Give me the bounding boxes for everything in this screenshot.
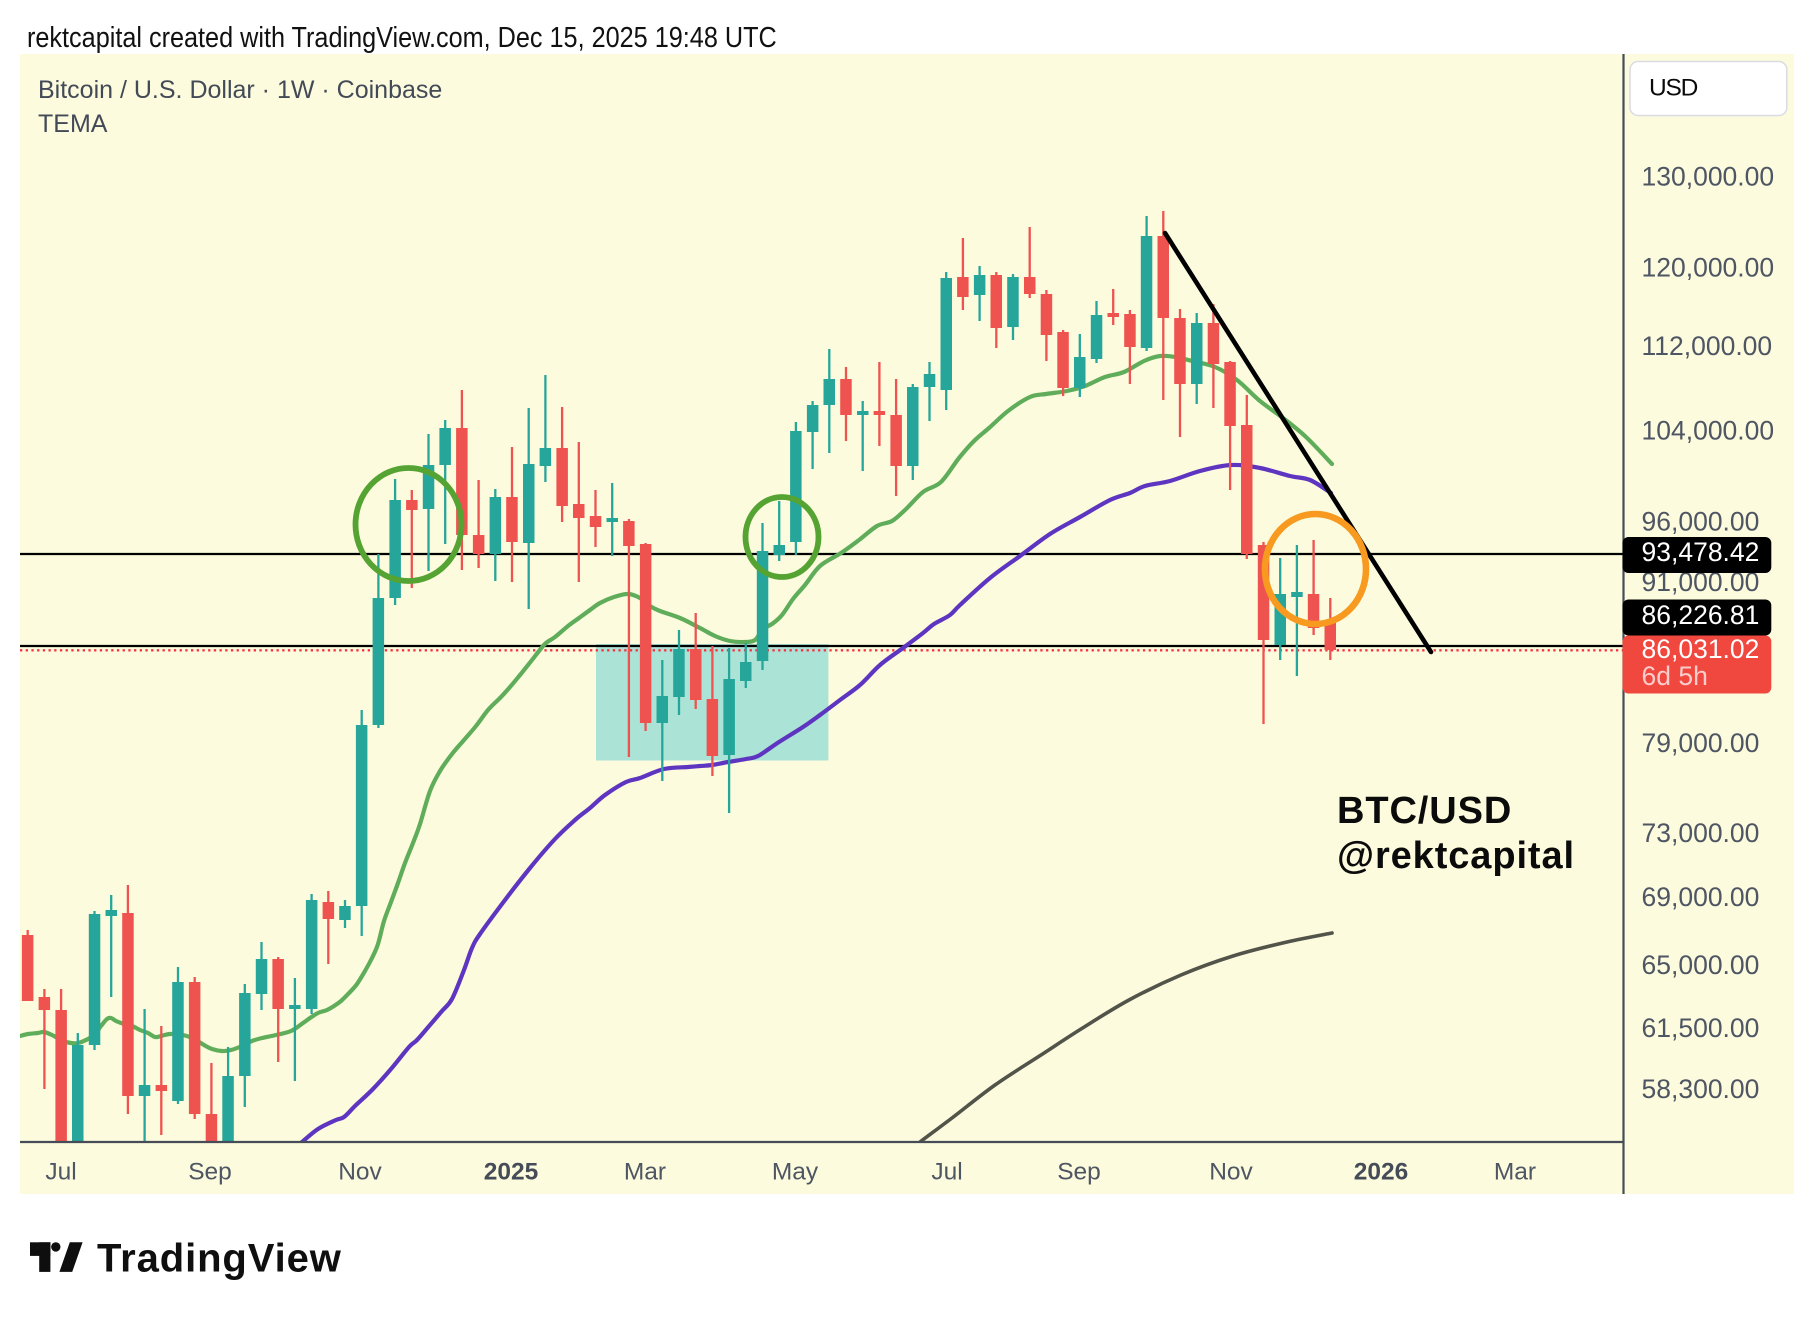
svg-text:65,000.00: 65,000.00 <box>1642 950 1760 980</box>
svg-text:79,000.00: 79,000.00 <box>1642 728 1760 758</box>
svg-text:120,000.00: 120,000.00 <box>1642 253 1775 283</box>
svg-text:May: May <box>772 1159 819 1186</box>
svg-text:TradingView: TradingView <box>97 1237 342 1281</box>
svg-text:Jul: Jul <box>45 1159 76 1186</box>
svg-text:Nov: Nov <box>1209 1159 1253 1186</box>
svg-text:93,478.42: 93,478.42 <box>1642 537 1760 567</box>
svg-text:86,031.02: 86,031.02 <box>1642 634 1760 664</box>
svg-text:6d 5h: 6d 5h <box>1642 661 1708 691</box>
svg-text:86,226.81: 86,226.81 <box>1642 600 1760 630</box>
svg-text:Sep: Sep <box>188 1159 232 1186</box>
svg-text:Nov: Nov <box>338 1159 382 1186</box>
svg-text:Sep: Sep <box>1057 1159 1101 1186</box>
svg-text:USD: USD <box>1649 75 1698 102</box>
svg-text:69,000.00: 69,000.00 <box>1642 882 1760 912</box>
svg-text:61,500.00: 61,500.00 <box>1642 1013 1760 1043</box>
svg-text:Mar: Mar <box>1494 1159 1536 1186</box>
svg-text:96,000.00: 96,000.00 <box>1642 506 1760 536</box>
svg-text:130,000.00: 130,000.00 <box>1642 161 1775 191</box>
svg-text:Mar: Mar <box>624 1159 666 1186</box>
svg-text:73,000.00: 73,000.00 <box>1642 818 1760 848</box>
svg-text:2026: 2026 <box>1354 1159 1409 1186</box>
svg-text:104,000.00: 104,000.00 <box>1642 415 1775 445</box>
svg-text:58,300.00: 58,300.00 <box>1642 1074 1760 1104</box>
svg-text:112,000.00: 112,000.00 <box>1642 331 1773 361</box>
svg-text:Jul: Jul <box>931 1159 962 1186</box>
svg-text:2025: 2025 <box>484 1159 539 1186</box>
